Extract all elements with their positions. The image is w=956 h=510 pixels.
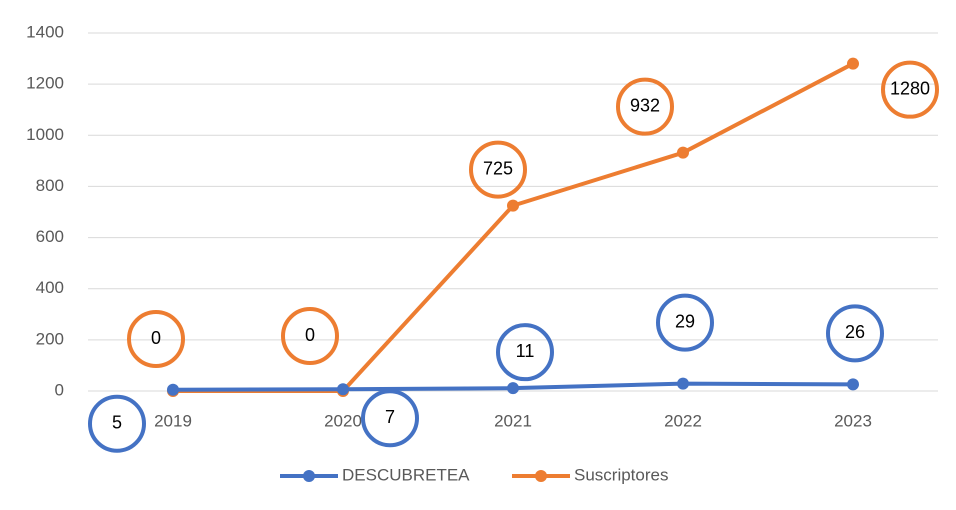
- y-tick-label: 600: [36, 227, 64, 246]
- y-tick-label: 1400: [26, 22, 64, 41]
- label-circle: [616, 77, 674, 136]
- series-line: [173, 61, 854, 393]
- x-tick-label: 2022: [664, 411, 702, 430]
- label-circle: [826, 304, 884, 363]
- data-label: 0: [305, 325, 315, 345]
- data-label: 932: [630, 95, 660, 115]
- data-label: 7: [385, 407, 395, 427]
- data-label: 1280: [890, 78, 930, 98]
- marker: [847, 57, 859, 70]
- marker: [847, 378, 859, 391]
- label-circle: [656, 293, 714, 352]
- label-circle: [881, 60, 939, 119]
- marker: [677, 146, 689, 159]
- label-circle: [281, 307, 339, 365]
- marker: [167, 383, 179, 396]
- y-tick-label: 800: [36, 176, 64, 195]
- data-label: 725: [483, 158, 513, 178]
- x-tick-label: 2021: [494, 411, 532, 430]
- y-tick-label: 400: [36, 278, 64, 297]
- x-tick-label: 2020: [324, 411, 362, 430]
- marker: [507, 382, 519, 395]
- y-tick-label: 1000: [26, 125, 64, 144]
- legend-label: DESCUBRETEA: [342, 465, 470, 484]
- label-circle: [496, 323, 554, 382]
- label-circle: [88, 394, 146, 453]
- data-label: 11: [516, 341, 535, 361]
- legend-label: Suscriptores: [574, 465, 668, 484]
- label-circle: [361, 389, 419, 448]
- y-tick-label: 200: [36, 329, 64, 348]
- legend-marker: [535, 470, 547, 482]
- y-tick-label: 1200: [26, 74, 64, 93]
- marker: [507, 199, 519, 212]
- label-circle: [469, 140, 527, 199]
- marker: [677, 377, 689, 390]
- data-label: 26: [845, 322, 865, 342]
- y-tick-label: 0: [55, 380, 64, 399]
- data-label: 29: [675, 311, 695, 331]
- legend-marker: [303, 470, 315, 482]
- data-label: 0: [151, 328, 161, 348]
- label-circle: [127, 310, 185, 368]
- marker: [337, 383, 349, 396]
- x-tick-label: 2023: [834, 411, 872, 430]
- data-label: 5: [112, 412, 122, 432]
- x-tick-label: 2019: [154, 411, 192, 430]
